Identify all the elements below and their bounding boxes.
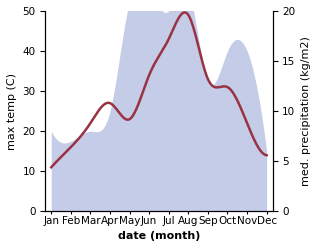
X-axis label: date (month): date (month): [118, 231, 200, 241]
Y-axis label: max temp (C): max temp (C): [7, 73, 17, 150]
Y-axis label: med. precipitation (kg/m2): med. precipitation (kg/m2): [301, 36, 311, 186]
